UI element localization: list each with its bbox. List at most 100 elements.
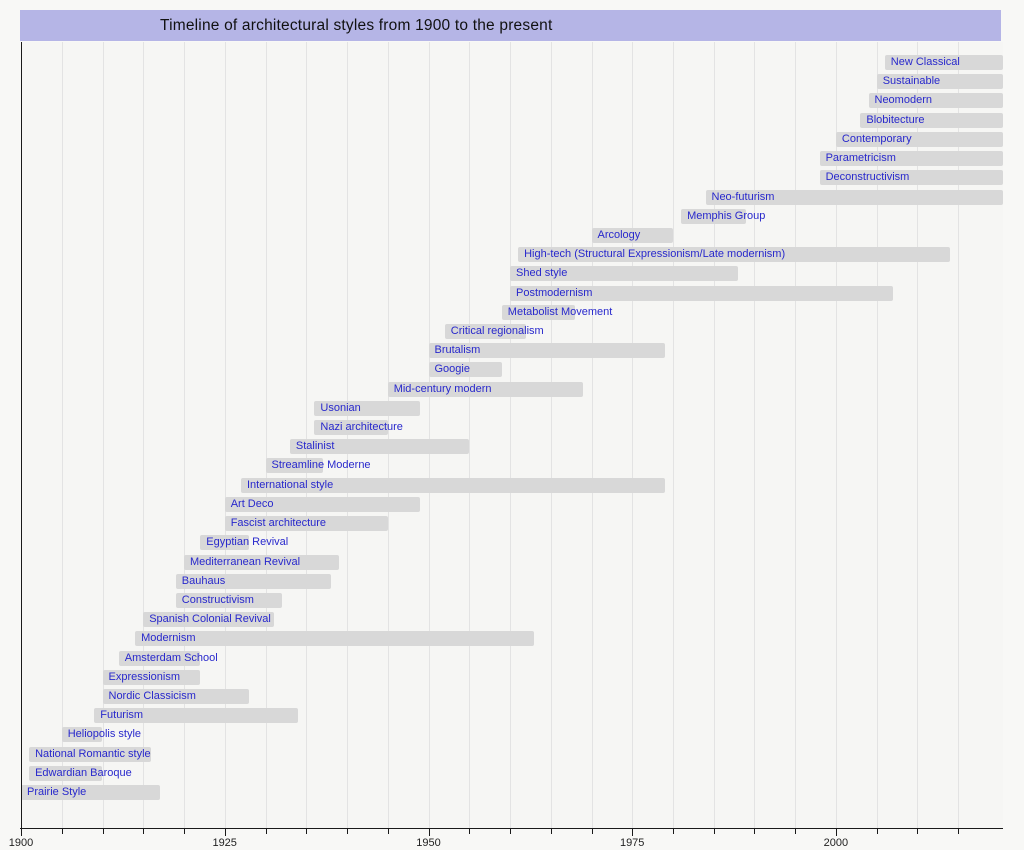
axis-tick — [143, 829, 145, 834]
timeline-bar — [29, 746, 152, 762]
chart-title-bar: Timeline of architectural styles from 19… — [20, 10, 1001, 41]
timeline-bar — [314, 420, 388, 435]
timeline-bar — [224, 516, 388, 531]
style-label[interactable]: Blobitecture — [866, 113, 925, 126]
style-label[interactable]: Art Deco — [230, 497, 274, 510]
style-label[interactable]: Fascist architecture — [230, 517, 327, 529]
timeline-bar — [184, 554, 339, 570]
gridline — [632, 42, 634, 828]
style-label[interactable]: Mediterranean Revival — [190, 555, 301, 568]
style-label[interactable]: Bauhaus — [181, 574, 226, 587]
style-label[interactable]: Mid-century modern — [393, 382, 492, 395]
gridline — [61, 42, 63, 828]
timeline-bar — [428, 362, 502, 378]
style-label[interactable]: Amsterdam School — [124, 651, 218, 664]
style-label[interactable]: Contemporary — [841, 132, 912, 145]
style-label[interactable]: International style — [247, 478, 334, 491]
axis-tick — [835, 829, 837, 836]
axis-tick — [958, 829, 960, 834]
axis-tick — [713, 829, 715, 834]
style-label[interactable]: Nazi architecture — [320, 421, 403, 433]
y-axis-line — [21, 42, 22, 829]
axis-tick — [387, 829, 389, 834]
style-label[interactable]: Expressionism — [108, 670, 181, 683]
timeline-bar — [175, 592, 282, 608]
timeline-bar — [143, 612, 274, 628]
style-label[interactable]: Prairie Style — [27, 786, 87, 798]
style-label[interactable]: New Classical — [890, 56, 960, 68]
gridline — [428, 42, 430, 828]
axis-tick-label: 1975 — [619, 837, 645, 849]
chart-title: Timeline of architectural styles from 19… — [160, 16, 553, 34]
axis-tick-label: 1950 — [416, 837, 441, 849]
style-label[interactable]: Postmodernism — [516, 286, 593, 299]
timeline-bar — [241, 477, 665, 493]
gridline — [143, 42, 145, 828]
style-label[interactable]: Edwardian Baroque — [35, 766, 132, 779]
axis-tick — [21, 829, 22, 836]
gridline — [673, 42, 674, 828]
timeline-bar — [387, 381, 584, 397]
gridline — [795, 42, 797, 828]
axis-tick-label: 2000 — [823, 837, 849, 849]
x-axis-line — [20, 828, 1003, 829]
timeline-bar — [118, 650, 201, 666]
timeline-bar — [265, 458, 323, 474]
style-label[interactable]: Neomodern — [874, 94, 932, 107]
axis-tick — [510, 829, 511, 834]
axis-tick — [265, 829, 267, 834]
axis-tick-label: 1925 — [212, 837, 237, 849]
style-label[interactable]: Spanish Colonial Revival — [149, 613, 271, 626]
style-label[interactable]: Egyptian Revival — [206, 536, 289, 549]
style-label[interactable]: High-tech (Structural Expressionism/Late… — [524, 248, 786, 261]
style-label[interactable]: Usonian — [320, 401, 361, 414]
gridline — [184, 42, 185, 828]
style-label[interactable]: Memphis Group — [687, 209, 766, 222]
style-label[interactable]: Modernism — [141, 632, 196, 645]
axis-tick-label: 1900 — [8, 837, 34, 849]
style-label[interactable]: Constructivism — [181, 593, 254, 606]
gridline — [958, 42, 960, 828]
axis-tick — [469, 829, 471, 834]
timeline-bar — [94, 708, 298, 724]
style-label[interactable]: Shed style — [516, 267, 568, 280]
style-label[interactable]: Nordic Classicism — [108, 689, 196, 702]
axis-tick — [347, 829, 348, 834]
style-label[interactable]: Arcology — [597, 228, 641, 241]
axis-tick — [550, 829, 552, 834]
style-label[interactable]: National Romantic style — [35, 747, 151, 760]
timeline-bar — [428, 343, 665, 359]
style-label[interactable]: Neo-futurism — [711, 190, 775, 203]
style-label[interactable]: Brutalism — [434, 344, 481, 357]
axis-tick — [673, 829, 674, 834]
style-label[interactable]: Heliopolis style — [67, 728, 142, 741]
timeline-bar — [102, 688, 250, 704]
gridline — [754, 42, 756, 828]
axis-tick — [876, 829, 878, 834]
gridline — [713, 42, 715, 828]
timeline-bar — [175, 573, 331, 589]
style-label[interactable]: Googie — [434, 363, 470, 376]
style-label[interactable]: Futurism — [100, 709, 144, 722]
style-label[interactable]: Critical regionalism — [450, 324, 544, 337]
axis-tick — [428, 829, 430, 836]
gridline — [265, 42, 267, 828]
gridline — [306, 42, 308, 828]
style-label[interactable]: Stalinist — [295, 440, 335, 453]
timeline-bar — [29, 765, 103, 781]
gridline — [102, 42, 104, 828]
timeline-bar — [102, 669, 201, 685]
style-label[interactable]: Deconstructivism — [825, 171, 910, 184]
timeline-bar — [884, 55, 1003, 70]
axis-tick — [61, 829, 63, 834]
style-label[interactable]: Sustainable — [882, 75, 941, 88]
gridline — [347, 42, 348, 828]
timeline-bar — [61, 727, 103, 743]
axis-tick — [102, 829, 104, 834]
timeline-bar — [876, 74, 1003, 90]
axis-tick — [306, 829, 308, 834]
style-label[interactable]: Metabolist Movement — [507, 305, 613, 318]
style-label[interactable]: Parametricism — [825, 152, 896, 165]
style-label[interactable]: Streamline Moderne — [271, 459, 371, 472]
